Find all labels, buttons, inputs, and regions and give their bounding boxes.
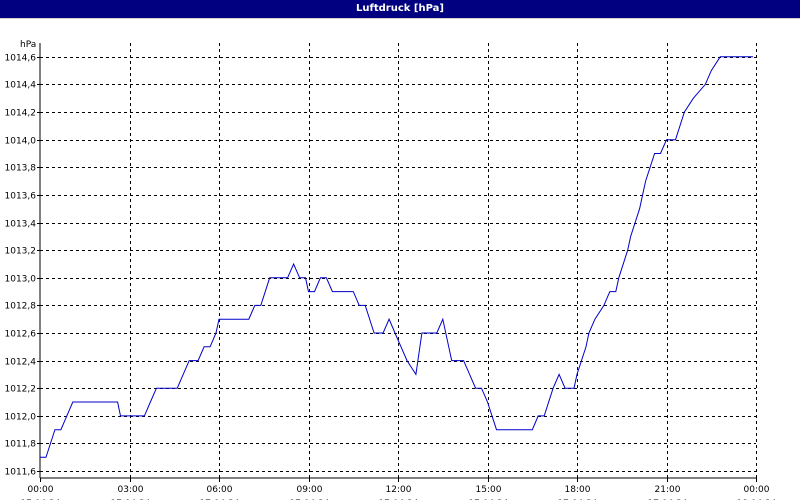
y-axis-label: hPa <box>20 40 36 50</box>
x-tick-time-label: 12:00 <box>386 485 412 495</box>
y-tick-label: 1012,0 <box>5 413 37 423</box>
grid <box>40 43 757 478</box>
x-tick-time-label: 18:00 <box>565 485 591 495</box>
y-tick-label: 1014,0 <box>5 137 37 147</box>
y-tick-label: 1014,4 <box>5 81 37 91</box>
x-tick-time-label: 21:00 <box>655 485 681 495</box>
y-tick-label: 1014,6 <box>5 54 37 64</box>
pressure-series-line <box>40 56 753 458</box>
y-tick-label: 1013,6 <box>5 192 37 202</box>
y-tick-label: 1011,8 <box>5 440 37 450</box>
x-tick-time-label: 00:00 <box>744 485 770 495</box>
x-tick-time-label: 15:00 <box>476 485 502 495</box>
window-title: Luftdruck [hPa] <box>0 0 800 18</box>
y-tick-label: 1012,8 <box>5 302 37 312</box>
plot-area: 1011,6 1011,8 1012,0 1012,2 1012,4 1012,6 1012… <box>0 19 800 500</box>
y-tick-label: 1014,2 <box>5 109 37 119</box>
y-tick-label: 1013,0 <box>5 275 37 285</box>
y-tick-label: 1013,8 <box>5 164 37 174</box>
x-tick-time-label: 00:00 <box>28 485 54 495</box>
x-tick-time-label: 03:00 <box>118 485 144 495</box>
x-tick-time-label: 06:00 <box>207 485 233 495</box>
x-tick-time-label: 09:00 <box>297 485 323 495</box>
y-tick-label: 1013,4 <box>5 220 37 230</box>
x-axis-ticks: 00:0017.04.2403:0017.04.2406:0017.04.240… <box>20 478 777 500</box>
y-tick-label: 1013,2 <box>5 247 37 257</box>
y-tick-label: 1012,6 <box>5 330 37 340</box>
line-chart: 1011,6 1011,8 1012,0 1012,2 1012,4 1012,6 1012… <box>5 40 777 500</box>
y-tick-label: 1012,2 <box>5 385 37 395</box>
y-tick-label: 1012,4 <box>5 358 37 368</box>
y-axis-ticks: 1011,6 1011,8 1012,0 1012,2 1012,4 1012,6 1012… <box>5 54 40 478</box>
y-tick-label: 1011,6 <box>5 468 37 478</box>
